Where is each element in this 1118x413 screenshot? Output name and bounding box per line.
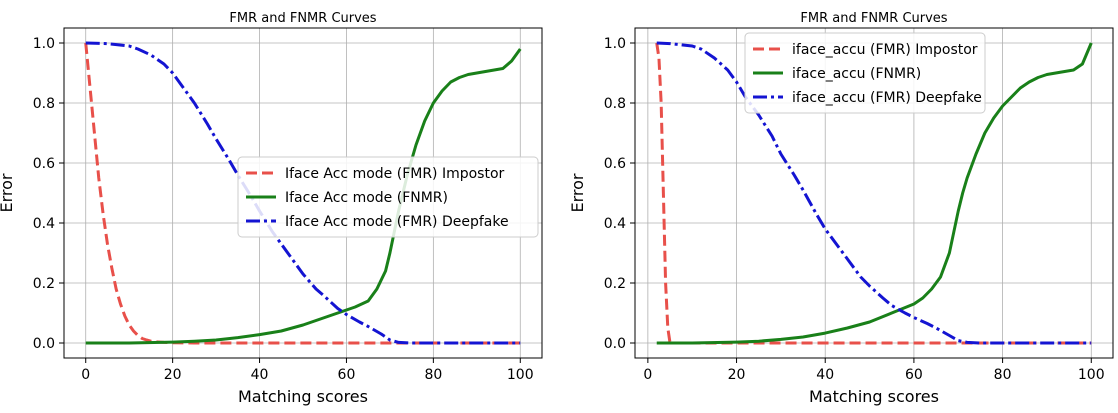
series-line-1 [655, 42, 1092, 345]
legend-label-3: Iface Acc mode (FMR) Deepfake [285, 214, 509, 230]
legend: iface_accu (FMR) Impostor iface_accu (FNM… [744, 32, 986, 114]
x-axis-label: Matching scores [809, 387, 939, 406]
x-tick-label: 80 [994, 367, 1012, 383]
legend-label-1: iface_accu (FMR) Impostor [792, 42, 978, 58]
x-axis-label: Matching scores [238, 387, 368, 406]
plot-frame [63, 27, 543, 359]
legend-label-2: Iface Acc mode (FNMR) [285, 190, 448, 206]
legend-label-3: iface_accu (FMR) Deepfake [792, 90, 982, 106]
x-tick-label: 100 [507, 367, 534, 383]
y-tick-label: 0.2 [604, 276, 626, 292]
chart-title: FMR and FNMR Curves [229, 11, 376, 26]
x-tick-label: 60 [905, 367, 923, 383]
y-tick-label: 1.0 [33, 36, 55, 52]
x-tick-label: 60 [338, 367, 356, 383]
y-tick-label: 0.6 [604, 156, 626, 172]
legend-box [237, 156, 539, 238]
chart-title: FMR and FNMR Curves [800, 11, 947, 26]
series-line-3 [85, 41, 521, 345]
legend: Iface Acc mode (FMR) Impostor Iface Acc m… [237, 156, 539, 238]
chart-panel-2: 0 20 40 60 80 100 0.0 0.2 0.4 0.6 0.8 1.0 FMR and FN… [568, 11, 1114, 406]
plot-frame [634, 27, 1114, 359]
series-line-1 [84, 42, 521, 345]
chart-panel-1: 0 20 40 60 80 100 0.0 0.2 0.4 0.6 0.8 1.0 FMR and FN… [0, 11, 543, 406]
y-tick-label: 0.0 [604, 336, 626, 352]
series-group [655, 41, 1093, 345]
legend-box [744, 32, 986, 114]
y-tick-label: 0.8 [604, 96, 626, 112]
x-tick-label: 40 [816, 367, 834, 383]
x-tick-label: 0 [643, 367, 652, 383]
y-tick-label: 0.4 [604, 216, 626, 232]
y-tick-label: 0.4 [33, 216, 55, 232]
series-line-3 [656, 41, 1092, 345]
x-tick-label: 0 [81, 367, 90, 383]
series-line-2 [85, 48, 522, 345]
legend-label-2: iface_accu (FNMR) [792, 66, 921, 82]
y-tick-label: 1.0 [604, 36, 626, 52]
legend-label-1: Iface Acc mode (FMR) Impostor [285, 166, 505, 182]
y-axis-label: Error [0, 173, 16, 212]
series-group [84, 41, 522, 345]
x-tick-label: 100 [1078, 367, 1105, 383]
series-line-2 [656, 42, 1093, 345]
x-tick-label: 20 [164, 367, 182, 383]
x-tick-label: 40 [251, 367, 269, 383]
y-tick-label: 0.8 [33, 96, 55, 112]
y-tick-label: 0.0 [33, 336, 55, 352]
y-tick-label: 0.6 [33, 156, 55, 172]
x-tick-label: 20 [728, 367, 746, 383]
y-tick-label: 0.2 [33, 276, 55, 292]
y-axis-label: Error [568, 173, 587, 212]
x-tick-label: 80 [424, 367, 442, 383]
